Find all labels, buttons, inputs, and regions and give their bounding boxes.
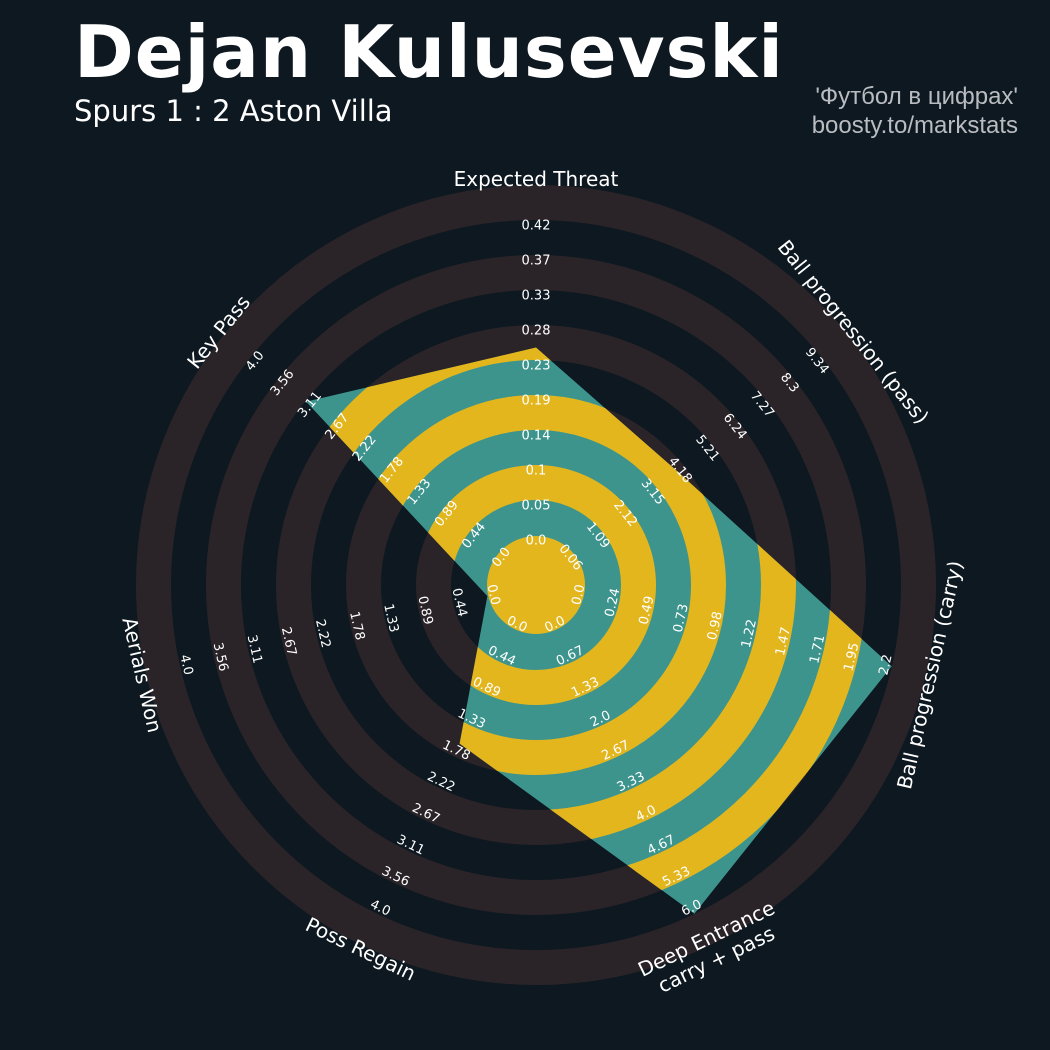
tick-label: 2.22 [312, 618, 333, 650]
tick-label: 0.05 [522, 499, 551, 514]
ring-band [136, 185, 936, 985]
data-ring [487, 536, 585, 634]
tick-label: 1.95 [841, 641, 862, 673]
tick-label: 0.37 [522, 254, 551, 269]
tick-label: 2.2 [876, 653, 895, 677]
tick-label: 0.98 [705, 610, 726, 642]
tick-label: 2.67 [278, 626, 299, 658]
tick-label: 0.28 [522, 324, 551, 339]
tick-label: 0.23 [522, 359, 551, 374]
credit-line-2: boosty.to/markstats [811, 112, 1018, 139]
data-polygon [306, 347, 892, 914]
tick-label: 1.78 [346, 610, 367, 642]
tick-label: 0.49 [637, 595, 658, 627]
tick-label: 0.1 [526, 464, 547, 479]
tick-label: 0.0 [526, 534, 547, 549]
tick-label: 4.0 [176, 653, 195, 677]
player-name: Dejan Kulusevski [74, 10, 784, 94]
tick-label: 0.0 [569, 583, 588, 607]
credit-line-1: 'Футбол в цифрах' [815, 83, 1018, 110]
tick-label: 0.44 [448, 587, 469, 619]
tick-label: 0.19 [522, 394, 551, 409]
tick-label: 1.22 [739, 618, 760, 650]
tick-label: 3.56 [210, 641, 231, 673]
tick-label: 0.14 [522, 429, 551, 444]
ring-band [206, 255, 866, 915]
tick-label: 0.42 [522, 219, 551, 234]
tick-label: 0.0 [483, 583, 502, 607]
parameter-label: Expected Threat [454, 167, 619, 191]
tick-label: 3.11 [244, 634, 265, 666]
tick-label: 0.89 [414, 595, 435, 627]
match-subtitle: Spurs 1 : 2 Aston Villa [74, 94, 393, 128]
tick-label: 1.47 [773, 626, 794, 658]
tick-label: 0.33 [522, 289, 551, 304]
credit-block: 'Футбол в цифрах' boosty.to/markstats [812, 82, 1018, 140]
tick-label: 1.71 [807, 634, 828, 666]
tick-label: 0.73 [671, 602, 692, 634]
tick-label: 0.24 [602, 587, 623, 619]
tick-label: 1.33 [380, 602, 401, 634]
